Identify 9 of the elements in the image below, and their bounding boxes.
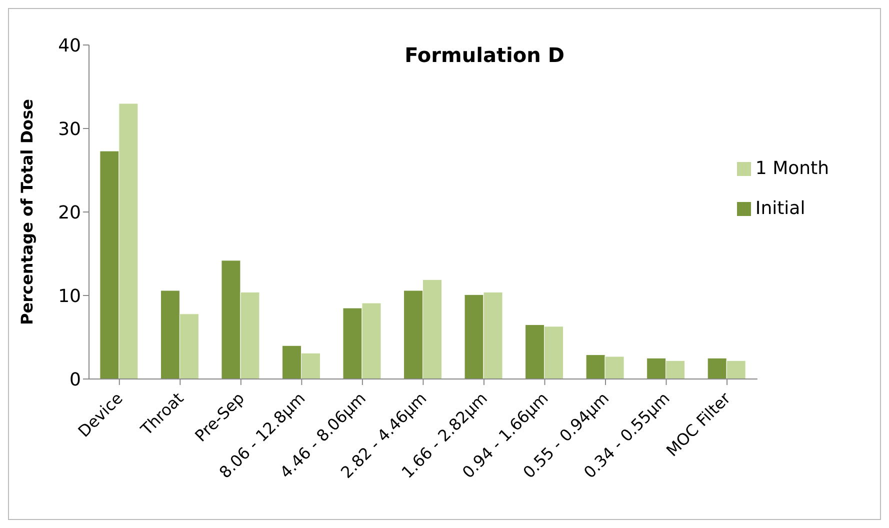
- chart-title: Formulation D: [404, 43, 564, 67]
- y-tick-label: 0: [70, 369, 81, 390]
- y-tick-label: 30: [58, 118, 81, 140]
- y-tick-label: 20: [58, 202, 81, 224]
- legend-label: 1 Month: [755, 158, 829, 179]
- y-axis-title: Percentage of Total Dose: [18, 98, 37, 325]
- y-tick-label: 10: [58, 286, 81, 307]
- y-tick-label: 40: [58, 35, 81, 56]
- legend-label: Initial: [755, 198, 806, 219]
